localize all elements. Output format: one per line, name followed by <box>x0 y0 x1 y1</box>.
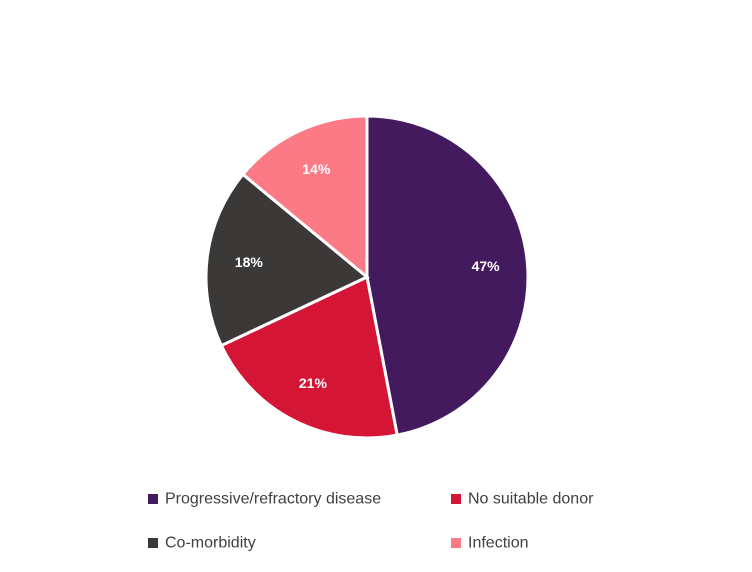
legend-label-co-morbidity: Co-morbidity <box>165 535 256 552</box>
pie-data-labels: 47% 21% 18% 14% <box>235 161 500 391</box>
data-label-no-suitable-donor: 21% <box>299 375 328 391</box>
pie-slice-co-morbidity <box>204 172 370 348</box>
legend-label-infection: Infection <box>468 535 528 552</box>
legend-item-co-morbidity: Co-morbidity <box>148 535 256 552</box>
legend-item-infection: Infection <box>451 535 528 552</box>
legend-swatch-progressive-refractory-disease <box>148 494 158 504</box>
data-label-co-morbidity: 18% <box>235 254 264 270</box>
pie-slice-infection <box>240 114 369 281</box>
data-label-infection: 14% <box>302 161 331 177</box>
legend-swatch-co-morbidity <box>148 538 158 548</box>
legend-swatch-infection <box>451 538 461 548</box>
legend-swatch-no-suitable-donor <box>451 494 461 504</box>
pie-slice-progressive-refractory-disease <box>365 114 530 437</box>
legend-item-progressive-refractory-disease: Progressive/refractory disease <box>148 491 381 508</box>
data-label-progressive-refractory-disease: 47% <box>472 258 501 274</box>
legend-label-no-suitable-donor: No suitable donor <box>468 491 594 508</box>
legend: Progressive/refractory disease No suitabl… <box>148 491 594 552</box>
legend-item-no-suitable-donor: No suitable donor <box>451 491 594 508</box>
pie-slices <box>204 114 530 440</box>
pie-slice-no-suitable-donor <box>219 274 399 440</box>
legend-label-progressive-refractory-disease: Progressive/refractory disease <box>165 491 381 508</box>
